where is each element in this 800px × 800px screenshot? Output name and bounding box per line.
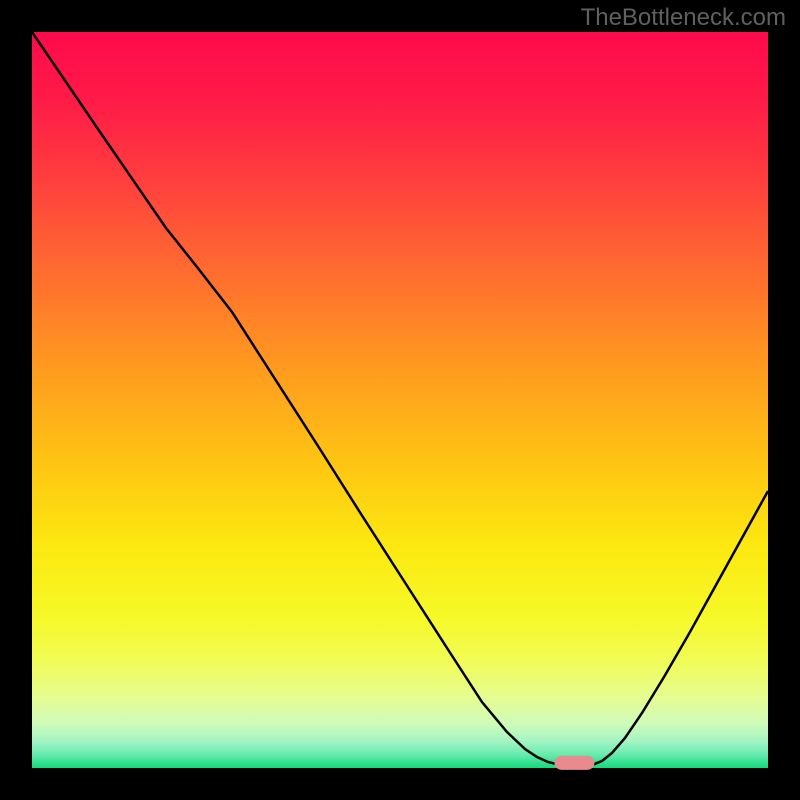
chart-container: TheBottleneck.com — [0, 0, 800, 800]
bottleneck-curve — [32, 32, 768, 766]
watermark-text: TheBottleneck.com — [581, 4, 786, 32]
curve-layer — [32, 32, 768, 768]
optimal-point-marker — [554, 756, 594, 770]
plot-area — [32, 32, 768, 768]
